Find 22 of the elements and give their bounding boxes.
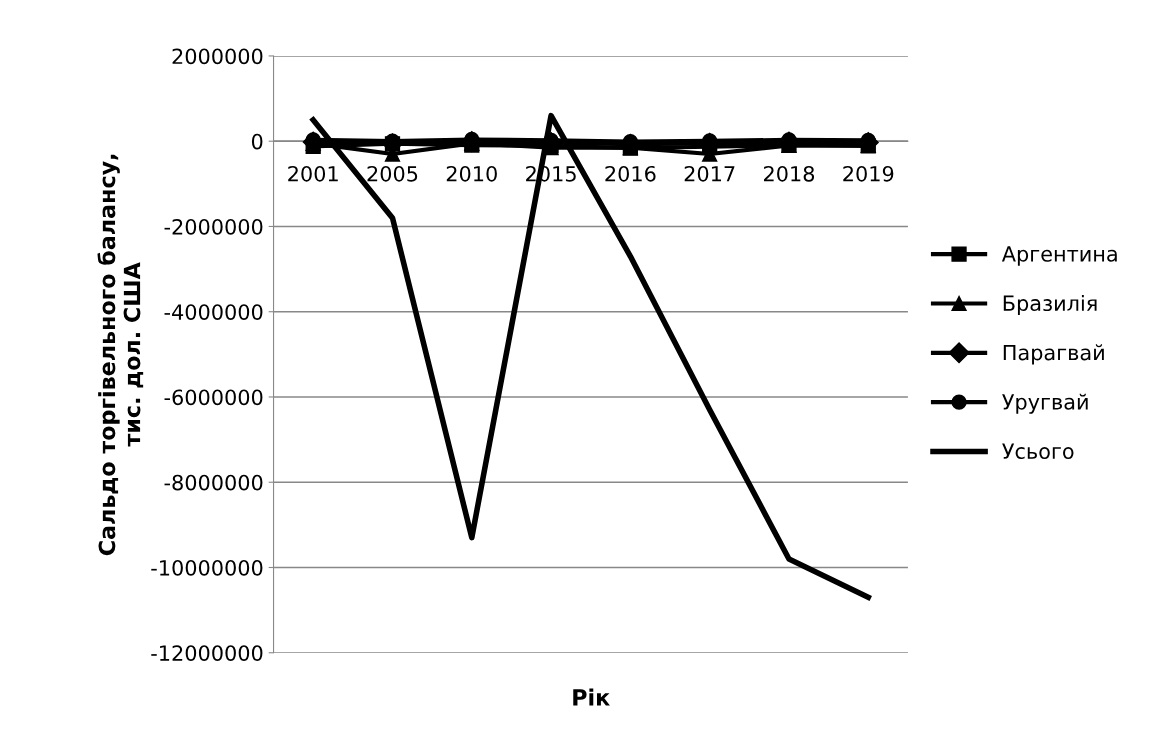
legend-label: Бразилія: [1003, 294, 1097, 316]
y-tick-label: -4000000: [164, 304, 263, 320]
x-tick-label: 2018: [763, 165, 815, 182]
y-tick-label: -12000000: [151, 645, 263, 661]
x-tick-label: 2010: [446, 165, 497, 182]
x-tick-label: 2005: [367, 165, 418, 182]
x-axis-title: Рік: [573, 688, 610, 706]
x-tick-label: 2017: [684, 165, 735, 182]
y-tick-label: -8000000: [164, 474, 263, 491]
x-tick-label: 2001: [288, 165, 338, 182]
y-axis-title: Сальдо торгівельного балансу, тис. дол. США: [97, 154, 144, 556]
y-tick-label: -6000000: [164, 389, 263, 406]
y-tick-label: 2000000: [172, 48, 263, 65]
legend-label: Усього: [1002, 443, 1074, 460]
x-tick-label: 2016: [605, 165, 656, 182]
y-tick-label: -10000000: [151, 559, 263, 576]
y-tick-label: -2000000: [164, 218, 263, 235]
legend-label: Парагвай: [1003, 344, 1104, 365]
y-tick-label: 0: [251, 133, 263, 150]
legend-label: Аргентина: [1001, 246, 1117, 266]
legend-label: Уругвай: [1002, 393, 1088, 414]
x-tick-label: 2019: [843, 165, 894, 182]
